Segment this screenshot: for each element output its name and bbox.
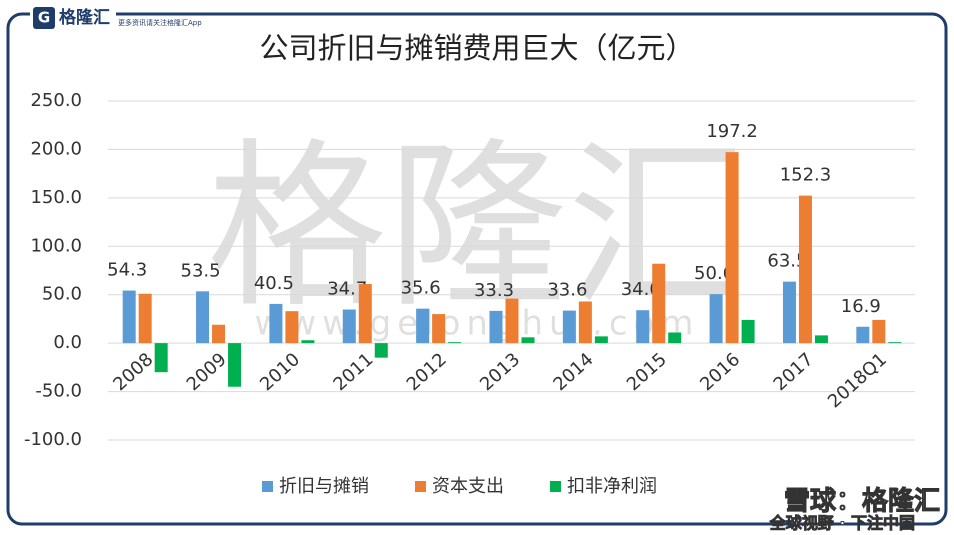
bar (741, 319, 755, 344)
data-label: 50.6 (694, 263, 734, 284)
bar (285, 311, 299, 344)
bar (212, 324, 226, 344)
y-tick-label: 0.0 (53, 332, 82, 353)
logo-mark: G (38, 9, 50, 27)
slogan: 更多资讯请关注格隆汇App (118, 18, 202, 27)
legend-swatch (550, 481, 561, 492)
bar (154, 343, 168, 373)
data-label: 152.3 (780, 165, 832, 186)
data-label: 40.5 (254, 273, 294, 294)
legend-swatch (415, 481, 426, 492)
data-label: 53.5 (181, 260, 221, 281)
y-tick-label: 250.0 (30, 90, 82, 111)
bar (138, 293, 152, 344)
y-tick-label: 50.0 (42, 284, 82, 305)
data-label: 34.7 (327, 279, 367, 300)
y-tick-label: 200.0 (30, 138, 82, 159)
bar (668, 332, 682, 344)
bar (652, 263, 666, 344)
bar (228, 343, 242, 387)
logo-icon (33, 7, 55, 29)
watermark-url: www.gelonghui.com (255, 304, 700, 344)
bar (521, 337, 535, 344)
bar (489, 310, 503, 344)
bar (122, 290, 136, 344)
watermark: 格隆汇 (207, 123, 747, 332)
footer-motto: 全球视野 · 下注中国 (769, 514, 915, 533)
y-tick-label: 150.0 (30, 187, 82, 208)
bar (358, 284, 372, 344)
bar (416, 308, 430, 344)
y-tick-label: -100.0 (24, 429, 82, 450)
frame (6, 12, 948, 526)
data-label: 34.0 (621, 279, 661, 300)
legend-label: 扣非净利润 (567, 476, 657, 497)
y-tick-label: -50.0 (35, 381, 82, 402)
bar (782, 281, 796, 344)
y-tick-label: 100.0 (30, 235, 82, 256)
legend-swatch (262, 481, 273, 492)
data-label: 33.6 (547, 280, 587, 301)
logo-text: 格隆汇 (59, 7, 110, 28)
bar (636, 310, 650, 344)
data-label: 197.2 (706, 121, 758, 142)
bar (374, 343, 388, 358)
bar (562, 310, 576, 344)
bar (196, 291, 210, 344)
data-label: 54.3 (107, 260, 147, 281)
bar (872, 319, 886, 344)
chart-title: 公司折旧与摊销费用巨大（亿元） (259, 31, 694, 65)
bar (505, 298, 519, 344)
bar (432, 314, 446, 344)
bar (301, 340, 315, 344)
bar (856, 326, 870, 344)
data-label: 63.5 (767, 251, 807, 272)
legend-label: 折旧与摊销 (279, 476, 369, 497)
legend-label: 资本支出 (432, 476, 504, 497)
bar (269, 303, 283, 344)
bar (725, 152, 739, 344)
footer-source: 雪球：格隆汇 (784, 486, 940, 517)
bar (888, 342, 902, 344)
data-label: 33.3 (474, 280, 514, 301)
bar (342, 309, 356, 344)
bar (594, 336, 608, 344)
bar (578, 301, 592, 344)
data-label: 35.6 (401, 278, 441, 299)
bar (814, 335, 828, 344)
bar (709, 294, 723, 344)
data-label: 16.9 (841, 296, 881, 317)
bar (448, 342, 462, 344)
bar (798, 195, 812, 344)
